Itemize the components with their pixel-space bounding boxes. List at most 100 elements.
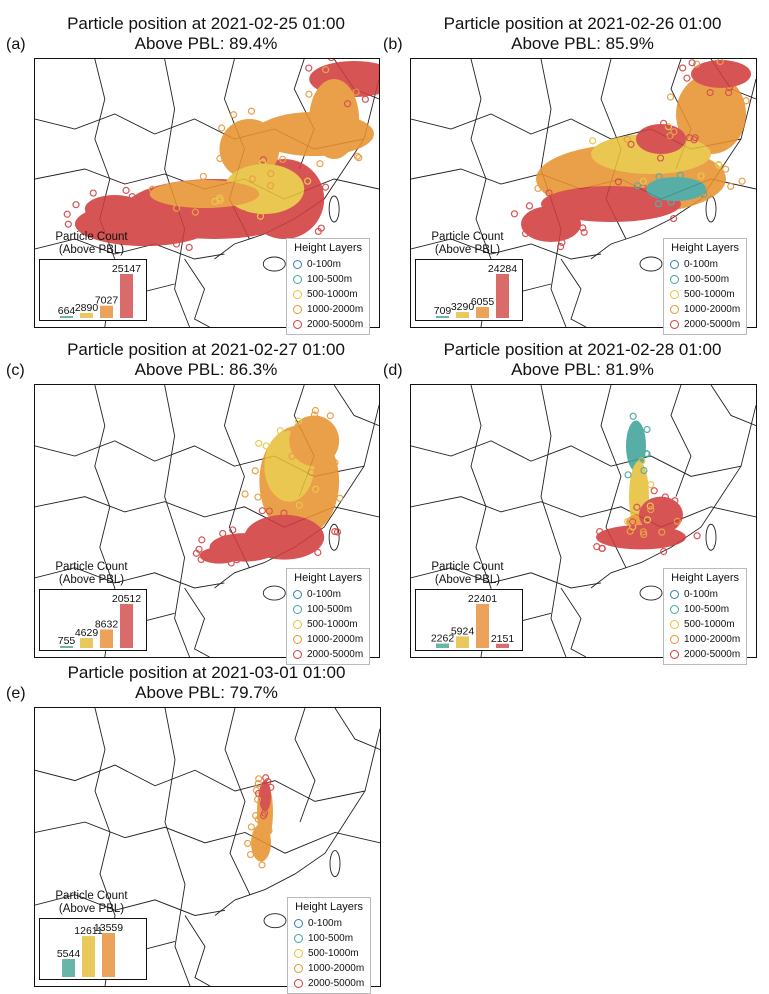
- particle-marker: [248, 175, 257, 183]
- particle-marker: [284, 227, 292, 235]
- legend-label: 1000-2000m: [307, 304, 364, 315]
- particle-marker: [311, 406, 320, 415]
- bar: [62, 959, 75, 977]
- particle-marker: [627, 140, 635, 148]
- particle-marker: [654, 200, 663, 208]
- particle-marker: [646, 502, 654, 510]
- inset-title-line1: Particle Count: [55, 231, 128, 243]
- bar-value-label: 709: [434, 305, 452, 317]
- particle-marker: [596, 528, 604, 536]
- particle-marker: [328, 59, 335, 62]
- particle-marker: [624, 517, 632, 526]
- particle-marker: [331, 459, 339, 467]
- bar-value-label: 2151: [491, 633, 515, 645]
- panel-label: (d): [383, 362, 403, 379]
- panel-title-line2: Above PBL: 79.7%: [135, 683, 278, 702]
- island-outline: [328, 195, 340, 223]
- particle-marker: [355, 154, 363, 162]
- bar-value-label: 4629: [75, 627, 99, 639]
- island-outline: [639, 585, 663, 601]
- bar-value-label: 5924: [451, 625, 475, 637]
- legend-item: 0-100m: [670, 257, 740, 272]
- particle-marker: [614, 178, 622, 186]
- particle-marker: [264, 778, 272, 786]
- particle-marker: [664, 123, 672, 131]
- bar-value-label: 22401: [468, 593, 497, 605]
- particle-marker: [316, 160, 324, 168]
- legend-label: 500-1000m: [307, 619, 358, 630]
- panel-title: Particle position at 2021-02-27 01:00 Abo…: [34, 340, 378, 380]
- particle-marker: [361, 95, 369, 103]
- legend-label: 100-500m: [307, 604, 353, 615]
- particle-marker: [725, 83, 734, 92]
- particle-marker: [106, 199, 114, 207]
- border-line: [560, 258, 587, 327]
- bar: [100, 305, 113, 318]
- ring-marker-icon: [293, 635, 302, 644]
- particle-marker: [671, 497, 679, 505]
- panel-label: (e): [6, 685, 26, 702]
- border-line: [224, 708, 251, 895]
- bar: [496, 274, 509, 318]
- particle-marker: [128, 193, 136, 201]
- map-canvas: [411, 385, 756, 657]
- particle-cluster: [289, 415, 340, 467]
- ring-marker-icon: [293, 590, 302, 599]
- particle-marker: [521, 230, 530, 238]
- particle-marker: [279, 155, 287, 163]
- border-line: [333, 385, 379, 427]
- bar-value-label: 24284: [488, 263, 517, 275]
- particle-marker: [109, 218, 117, 226]
- particle-marker: [650, 487, 658, 495]
- bar-value-label: 20512: [112, 593, 141, 605]
- particle-marker: [525, 202, 534, 210]
- legend-item: 1000-2000m: [294, 961, 364, 976]
- particle-marker: [634, 182, 642, 190]
- particle-marker: [336, 494, 344, 502]
- height-layers-legend: Height Layers 0-100m 100-500m 500-1000m 1000…: [286, 238, 371, 335]
- ring-marker-icon: [294, 949, 303, 958]
- particle-marker: [239, 210, 247, 218]
- particle-marker: [693, 532, 701, 540]
- ring-marker-icon: [293, 320, 302, 329]
- particle-marker: [262, 442, 270, 450]
- particle-marker: [307, 468, 315, 477]
- inset-title-line2: (Above PBL): [434, 574, 501, 586]
- particle-marker: [247, 107, 256, 115]
- border-line: [35, 764, 366, 802]
- particle-marker: [660, 547, 668, 556]
- particle-marker: [305, 90, 313, 98]
- legend-label: 100-500m: [308, 933, 354, 944]
- particle-count-inset: 755 4629 8632 20512: [39, 589, 147, 651]
- border-line: [164, 385, 190, 657]
- ring-marker-icon: [670, 260, 679, 269]
- particle-marker: [352, 88, 360, 96]
- ring-marker-icon: [293, 290, 302, 299]
- particle-marker: [534, 184, 542, 193]
- legend-item: 100-500m: [293, 272, 363, 287]
- particle-marker: [356, 121, 364, 130]
- legend-label: 0-100m: [307, 259, 341, 270]
- bar: [496, 643, 509, 648]
- island-outline: [705, 195, 717, 223]
- panel-title-line1: Particle position at 2021-02-28 01:00: [443, 340, 722, 359]
- inset-title-line2: (Above PBL): [58, 574, 125, 586]
- panel-title: Particle position at 2021-02-25 01:00 Abo…: [34, 14, 378, 54]
- island-outline: [329, 850, 341, 878]
- particle-cluster: [676, 74, 746, 154]
- ring-marker-icon: [670, 650, 679, 659]
- particle-marker: [254, 493, 262, 501]
- particle-marker: [89, 189, 97, 197]
- panel-title: Particle position at 2021-03-01 01:00 Abo…: [34, 663, 379, 703]
- ring-marker-icon: [293, 605, 302, 614]
- inset-title-line1: Particle Count: [55, 890, 128, 902]
- particle-cluster: [219, 119, 280, 179]
- particle-cluster: [541, 186, 681, 222]
- particle-marker: [647, 506, 655, 514]
- panel-title-line1: Particle position at 2021-02-27 01:00: [67, 340, 345, 359]
- particle-marker: [298, 130, 306, 138]
- border-line: [184, 258, 210, 327]
- inset-title-line2: (Above PBL): [434, 244, 501, 256]
- particle-marker: [227, 543, 235, 552]
- particle-marker: [245, 123, 253, 131]
